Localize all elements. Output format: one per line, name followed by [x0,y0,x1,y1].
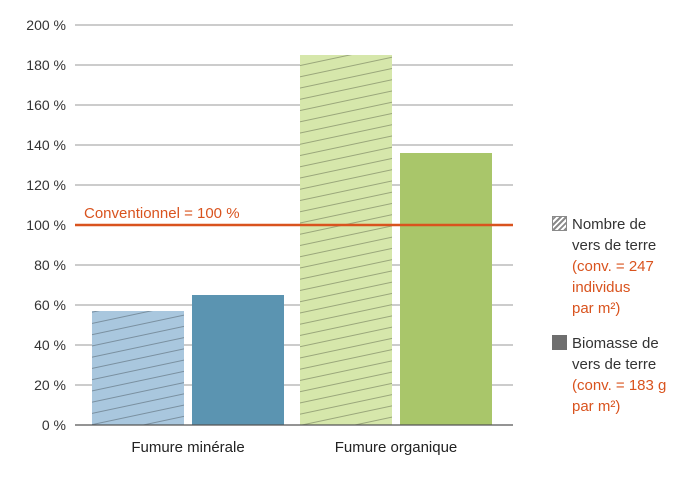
legend-label: vers de terre [572,237,657,254]
legend-note: (conv. = 247 [572,258,654,275]
legend-note: par m²) [572,300,621,317]
y-tick-label: 20 % [34,377,66,393]
y-tick-label: 40 % [34,337,66,353]
bar-count-0 [92,311,184,425]
legend-swatch-hatched [552,216,567,231]
y-tick-label: 60 % [34,297,66,313]
y-tick-label: 100 % [26,217,66,233]
reference-line-group: Conventionnel = 100 % [75,205,513,227]
y-axis: 0 % 20 % 40 % 60 % 80 % 100 % 120 % 140 % 160 % 1… [26,17,66,433]
legend-item-count: Nombre de vers de terre (conv. = 247 ind… [552,214,700,319]
y-tick-label: 80 % [34,257,66,273]
bar-count-1 [300,55,392,425]
y-tick-label: 200 % [26,17,66,33]
legend-item-biomass: Biomasse de vers de terre (conv. = 183 g… [552,333,700,417]
y-tick-label: 180 % [26,57,66,73]
legend-label: Nombre de [572,216,647,233]
legend-note: individus [572,279,631,296]
y-tick-label: 160 % [26,97,66,113]
legend-label: vers de terre [572,356,657,373]
y-tick-label: 120 % [26,177,66,193]
y-tick-label: 140 % [26,137,66,153]
bars [92,55,492,425]
bar-biomass-0 [192,295,284,425]
reference-line-label: Conventionnel = 100 % [84,205,240,222]
y-tick-label: 0 % [42,417,66,433]
legend-label: Biomasse de [572,335,659,352]
legend-swatch-solid [552,335,567,350]
legend-note: par m²) [572,398,621,415]
bar-biomass-1 [400,153,492,425]
x-axis: Fumure minérale Fumure organique [75,424,513,456]
legend-note: (conv. = 183 g [572,377,667,394]
x-tick-label: Fumure organique [335,439,458,456]
x-tick-label: Fumure minérale [131,439,244,456]
